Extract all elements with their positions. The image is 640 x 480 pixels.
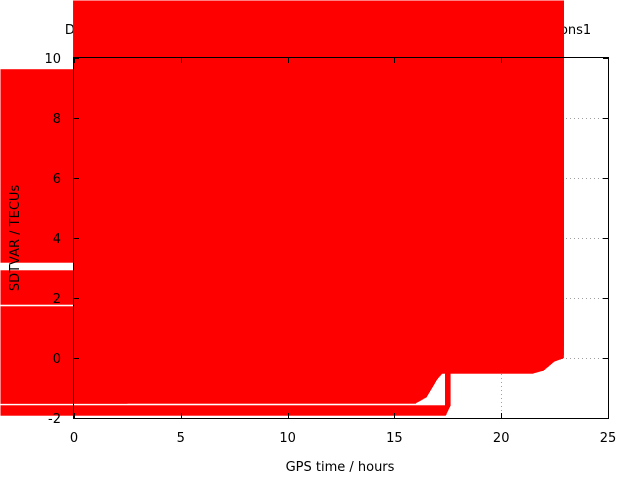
x-tick-label: 10: [279, 431, 296, 446]
data-point: [0, 0, 297, 182]
x-tick-label: 25: [600, 431, 617, 446]
data-point: [0, 0, 492, 95]
data-point: [0, 0, 534, 359]
plot-frame: [73, 57, 609, 419]
y-tick-label: 6: [53, 172, 61, 187]
y-tick-label: 4: [53, 232, 61, 247]
y-axis-title: SDTVAR / TECUs: [8, 185, 23, 292]
data-point: [0, 0, 485, 113]
x-tick-label: 20: [493, 431, 510, 446]
x-tick-label: 0: [70, 431, 78, 446]
y-tick-label: 8: [53, 112, 61, 127]
data-point: [0, 0, 545, 350]
x-axis: 0 5 10 15 20 25: [70, 58, 616, 446]
data-points: [0, 0, 564, 416]
y-tick-label: 2: [53, 292, 61, 307]
x-tick-label: 15: [386, 431, 403, 446]
x-tick-label: 5: [177, 431, 185, 446]
data-point: [0, 0, 564, 347]
series-arc-6: [0, 0, 302, 305]
y-tick-label: 0: [53, 352, 61, 367]
series-arc-12: [0, 0, 564, 350]
y-tick-label: 10: [44, 52, 61, 67]
data-point: [0, 0, 359, 188]
y-tick-label: -2: [48, 412, 61, 427]
data-point: [0, 0, 524, 71]
x-axis-title: GPS time / hours: [286, 460, 395, 475]
y-axis: -2 0 2 4 6 8 10: [44, 52, 608, 427]
